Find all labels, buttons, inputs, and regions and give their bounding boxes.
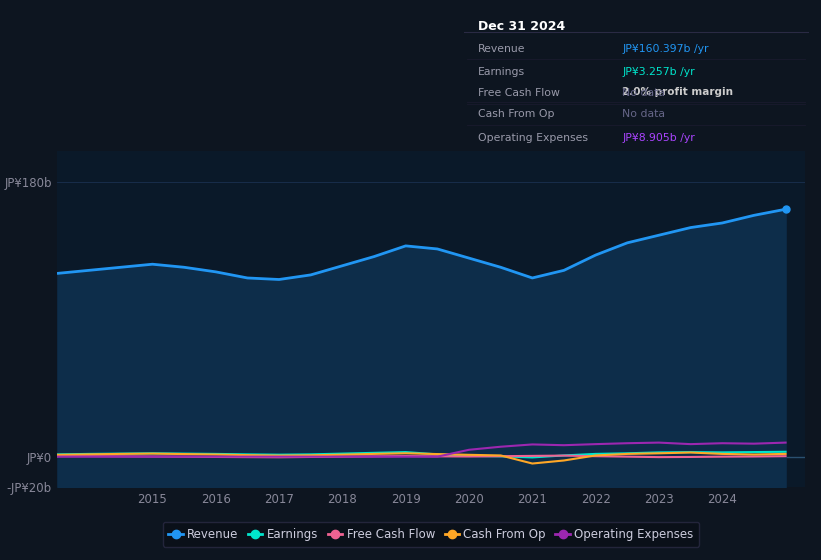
Legend: Revenue, Earnings, Free Cash Flow, Cash From Op, Operating Expenses: Revenue, Earnings, Free Cash Flow, Cash … bbox=[163, 522, 699, 547]
Text: Earnings: Earnings bbox=[478, 67, 525, 77]
Text: JP¥3.257b /yr: JP¥3.257b /yr bbox=[622, 67, 695, 77]
Text: JP¥160.397b /yr: JP¥160.397b /yr bbox=[622, 44, 709, 54]
Text: 2.0% profit margin: 2.0% profit margin bbox=[622, 87, 733, 97]
Text: Revenue: Revenue bbox=[478, 44, 525, 54]
Text: Dec 31 2024: Dec 31 2024 bbox=[478, 20, 565, 32]
Text: No data: No data bbox=[622, 88, 666, 98]
Text: Operating Expenses: Operating Expenses bbox=[478, 133, 588, 143]
Text: No data: No data bbox=[622, 109, 666, 119]
Text: Free Cash Flow: Free Cash Flow bbox=[478, 88, 560, 98]
Text: Cash From Op: Cash From Op bbox=[478, 109, 554, 119]
Text: JP¥8.905b /yr: JP¥8.905b /yr bbox=[622, 133, 695, 143]
